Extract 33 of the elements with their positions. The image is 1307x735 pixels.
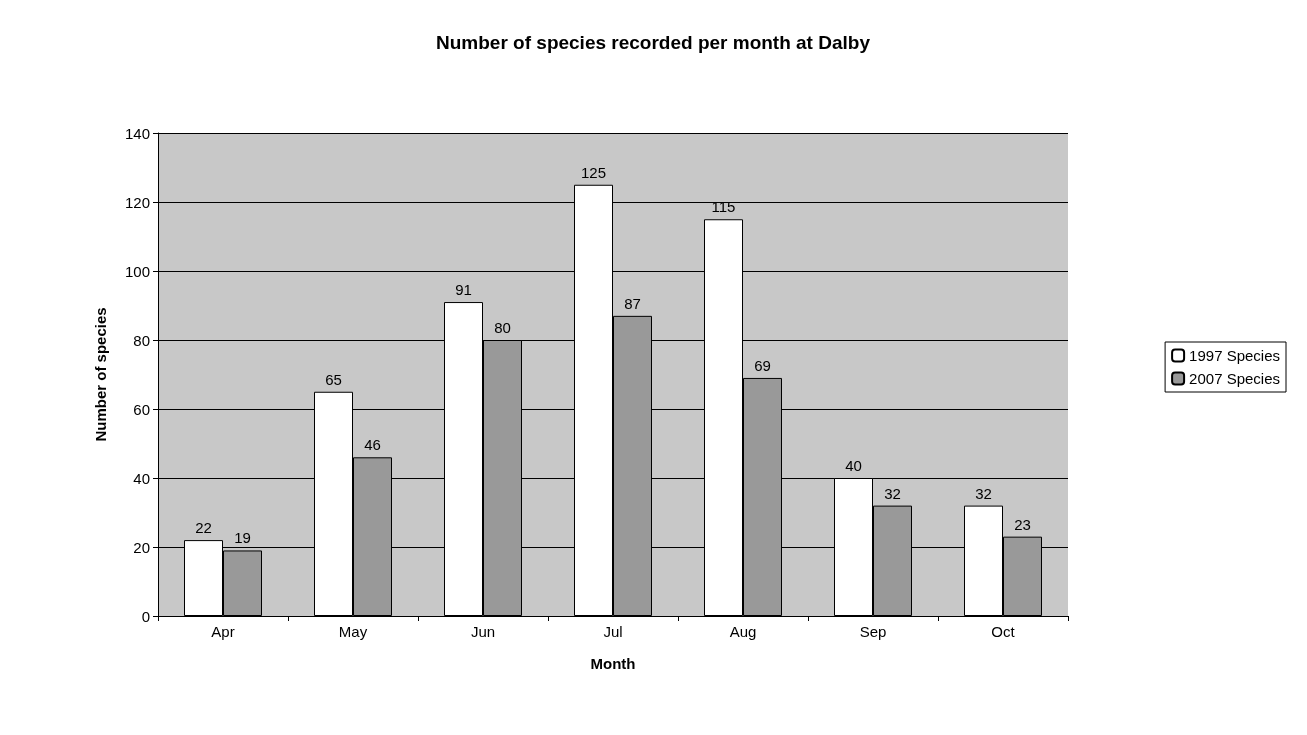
y-tick-label: 120 <box>124 193 150 211</box>
y-tick-label: 100 <box>124 262 150 280</box>
x-tick-label: Sep <box>859 623 887 640</box>
data-label: 22 <box>195 519 212 537</box>
y-tick-label: 80 <box>133 331 150 349</box>
data-label: 91 <box>455 281 472 299</box>
y-tick-label: 0 <box>141 607 150 625</box>
y-tick-label: 40 <box>133 469 150 487</box>
x-tick-label: Jul <box>603 623 623 640</box>
data-label: 65 <box>325 370 342 388</box>
data-label: 46 <box>364 436 381 454</box>
chart-title: Number of species recorded per month at Dalby <box>436 32 871 53</box>
y-tick-label: 60 <box>133 400 150 418</box>
x-tick-label: May <box>338 623 368 640</box>
y-tick-label: 20 <box>133 538 150 556</box>
y-tick-label: 140 <box>124 124 150 142</box>
x-tick-label: Apr <box>211 623 235 640</box>
data-label: 23 <box>1014 515 1031 533</box>
data-label: 87 <box>624 294 641 312</box>
data-label: 19 <box>234 529 251 547</box>
x-tick-label: Oct <box>991 623 1016 640</box>
x-tick-label: Jun <box>470 623 496 640</box>
legend-label: 2007 Species <box>1189 370 1281 387</box>
data-label: 125 <box>580 163 607 181</box>
data-label: 32 <box>884 484 901 502</box>
y-axis-title: Number of species <box>92 307 109 442</box>
data-label: 80 <box>494 319 511 336</box>
x-axis-title: Month <box>590 655 636 672</box>
data-label: 32 <box>975 484 992 502</box>
data-label: 40 <box>845 457 862 474</box>
x-tick-label: Aug <box>729 623 757 640</box>
legend-label: 1997 Species <box>1189 347 1281 364</box>
data-label: 69 <box>754 356 771 374</box>
